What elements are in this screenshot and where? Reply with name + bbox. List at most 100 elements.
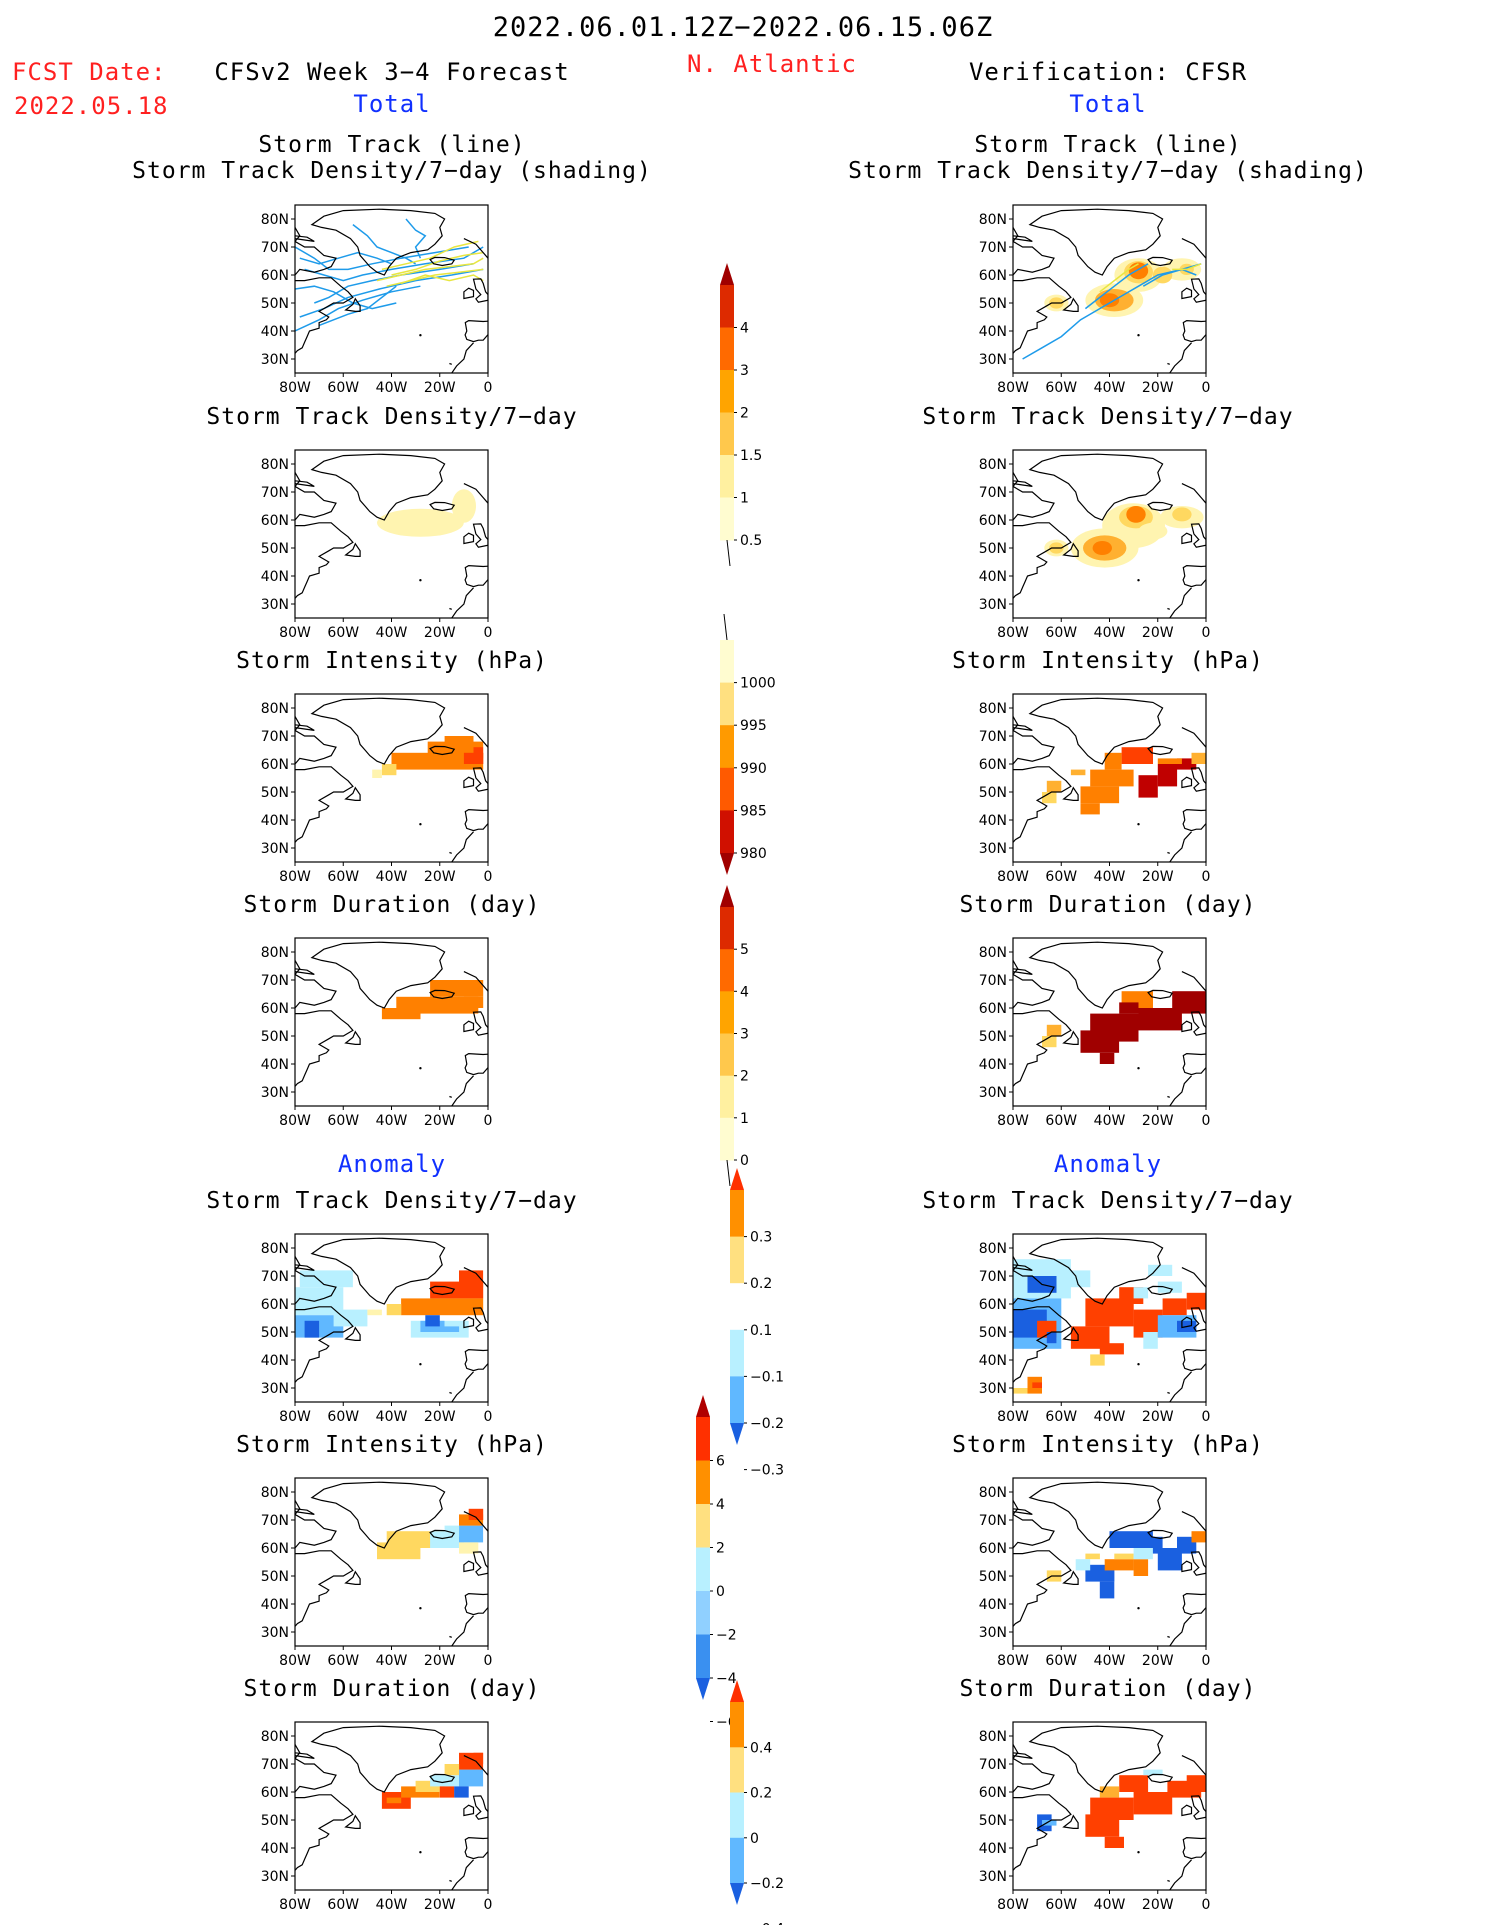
lat-tick-label: 40N: [979, 324, 1007, 340]
lon-tick-label: 20W: [1142, 1113, 1174, 1129]
lon-tick-label: 40W: [376, 1409, 408, 1425]
lat-tick-label: 40N: [979, 569, 1007, 585]
colorbar-segment: [730, 1747, 744, 1794]
shading-cell: [1090, 1354, 1105, 1366]
shading-cell: [1080, 803, 1100, 815]
lat-tick-label: 60N: [979, 1541, 1007, 1557]
colorbar-label: −4: [716, 1671, 737, 1687]
lon-tick-label: 80W: [997, 380, 1029, 396]
map-field-duration-obs: [1013, 941, 1206, 1106]
lat-tick-label: 30N: [261, 1625, 289, 1641]
lat-tick-label: 50N: [979, 1325, 1007, 1341]
colorbar-segment: [720, 767, 734, 811]
colorbar-label: 4: [716, 1497, 725, 1513]
coastline: [1013, 941, 1206, 1106]
lon-tick-label: 0: [1202, 869, 1211, 885]
lat-tick-label: 50N: [979, 1813, 1007, 1829]
lon-tick-label: 0: [1202, 625, 1211, 641]
azores-dot: [1137, 579, 1140, 582]
shading-cell: [1143, 1769, 1163, 1776]
panel-title-density-anom-right: Storm Track Density/7−day: [922, 1188, 1294, 1214]
storm-track-line: [295, 246, 469, 271]
colorbar-duration_total: 5 4 3 2 1 0: [720, 885, 749, 1187]
map-panel-intensity-fc: 80N 70N 60N 50N 40N 30N 80W 60W 40W 20W 0: [261, 693, 492, 885]
colorbar-segment: [696, 1547, 710, 1592]
azores-dot: [419, 1607, 422, 1610]
azores-dot: [419, 334, 422, 337]
shading-cell: [1133, 1287, 1149, 1299]
panel-title-intensity-left: Storm Intensity (hPa): [236, 648, 548, 674]
colorbar-label: 6: [716, 1454, 725, 1470]
shading-cell: [444, 1764, 460, 1776]
map-panel-density-obs: 80N 70N 60N 50N 40N 30N 80W 60W 40W 20W 0: [979, 449, 1211, 641]
storm-track-line: [314, 263, 474, 304]
panel-title-density-anom-left: Storm Track Density/7−day: [206, 1188, 578, 1214]
shading-cell: [415, 1780, 445, 1792]
storm-track-line: [352, 224, 416, 265]
colorbar-segment: [720, 285, 734, 328]
shading-cell: [1119, 1775, 1149, 1792]
colorbar-segment: [730, 1329, 744, 1377]
map-frame: [294, 449, 489, 619]
lon-tick-label: 60W: [1045, 1653, 1077, 1669]
colorbar-label: 0: [750, 1831, 759, 1847]
coastline: [295, 697, 488, 862]
colorbar-label: 3: [740, 363, 749, 379]
shading-cell: [420, 1320, 445, 1332]
lat-tick-label: 50N: [979, 1569, 1007, 1585]
shading-cell: [1148, 1264, 1173, 1276]
colorbar-label: −0.4: [750, 1921, 784, 1925]
colorbar-label: −0.3: [750, 1463, 784, 1479]
lat-tick-label: 70N: [979, 240, 1007, 256]
map-field-density-anom-fc: [295, 1237, 488, 1402]
panel-title-intensity-right: Storm Intensity (hPa): [952, 648, 1264, 674]
azores-dot: [1137, 1067, 1140, 1070]
map-frame: [294, 937, 489, 1107]
shading-cell: [459, 1525, 484, 1543]
lat-tick-label: 50N: [979, 296, 1007, 312]
lat-tick-label: 80N: [261, 457, 289, 473]
map-panel-intensity-anom-obs: 80N 70N 60N 50N 40N 30N 80W 60W 40W 20W 0: [979, 1477, 1210, 1669]
storm-track-line: [299, 251, 392, 265]
storm-track-line: [295, 285, 397, 310]
shading-cell: [1042, 1036, 1057, 1048]
shading-cell: [463, 996, 484, 1008]
colorbar-segment: [696, 1634, 710, 1679]
shading-cell: [473, 747, 484, 764]
lat-tick-label: 60N: [261, 513, 289, 529]
colorbar-label: −2: [716, 1628, 737, 1644]
shading-cell: [1080, 1030, 1120, 1053]
colorbar-bottom-arrow: [730, 1423, 744, 1445]
colorbar-segment: [720, 455, 734, 498]
map-frame: [294, 1477, 489, 1647]
map-field-intensity-fc: [295, 697, 488, 862]
panel-title-duration-left: Storm Duration (day): [243, 892, 541, 918]
storm-track-line: [1142, 268, 1197, 287]
colorbar-segment: [720, 682, 734, 726]
lat-tick-label: 80N: [979, 1729, 1007, 1745]
shading-cell: [1099, 1052, 1115, 1064]
lon-tick-label: 80W: [279, 869, 311, 885]
map-field-duration-anom-fc: [295, 1725, 488, 1890]
lat-tick-label: 50N: [261, 1325, 289, 1341]
storm-track-line: [405, 218, 427, 259]
shading-cell: [1191, 1531, 1206, 1543]
lon-tick-label: 60W: [327, 380, 359, 396]
lat-tick-label: 40N: [261, 1841, 289, 1857]
lon-tick-label: 40W: [1094, 380, 1126, 396]
shading-cell: [386, 1304, 402, 1316]
period-title: 2022.06.01.12Z−2022.06.15.06Z: [492, 12, 994, 43]
lat-tick-label: 80N: [979, 1485, 1007, 1501]
colorbar-segment: [730, 1236, 744, 1284]
shading-cell: [396, 996, 479, 1014]
lon-tick-label: 80W: [997, 625, 1029, 641]
lon-tick-label: 20W: [424, 1113, 456, 1129]
panel-title-track-line-right: Storm Track (line): [974, 132, 1242, 158]
panel-title-intensity-anom-left: Storm Intensity (hPa): [236, 1432, 548, 1458]
shading-cell: [1186, 1292, 1206, 1310]
colorbar-segment: [730, 1702, 744, 1748]
lat-tick-label: 60N: [979, 268, 1007, 284]
shading-cell: [430, 980, 484, 997]
shading-cell: [1104, 752, 1122, 770]
